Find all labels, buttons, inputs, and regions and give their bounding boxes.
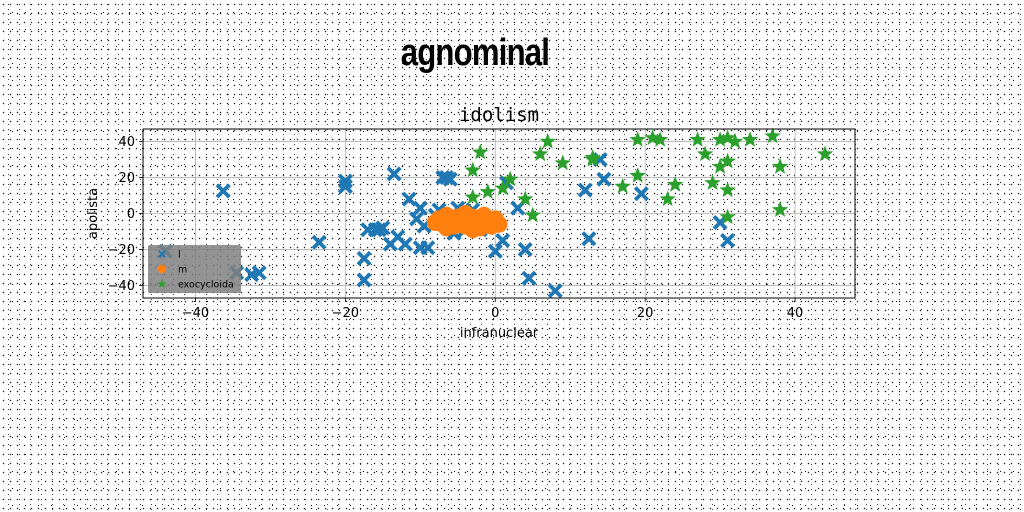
- data-point: [771, 158, 789, 174]
- series-exocycloida: [464, 127, 834, 225]
- data-point: [356, 272, 372, 288]
- legend-box: [148, 245, 241, 293]
- data-point: [502, 170, 519, 187]
- data-point: [517, 242, 533, 257]
- data-point: [487, 243, 503, 259]
- data-point: [397, 236, 413, 252]
- data-point: [719, 152, 736, 169]
- data-point: [726, 133, 744, 149]
- data-point: [696, 145, 714, 162]
- data-point: [764, 127, 781, 144]
- data-point: [464, 221, 482, 239]
- data-point: [771, 201, 789, 217]
- legend-label: l: [178, 250, 181, 261]
- data-point: [472, 143, 489, 160]
- x-tick-label: −20: [332, 306, 359, 321]
- data-point: [614, 177, 631, 194]
- plot-frame: [142, 128, 856, 299]
- data-point: [711, 131, 729, 147]
- y-axis-label: apolista: [86, 188, 101, 239]
- figure-suptitle: agnominal: [400, 32, 550, 74]
- data-point: [629, 167, 646, 183]
- data-point: [581, 231, 597, 247]
- data-point: [719, 181, 736, 198]
- data-point: [215, 183, 231, 199]
- data-point: [464, 188, 481, 205]
- data-point: [386, 166, 402, 182]
- data-point: [464, 161, 481, 178]
- y-tick-label: 40: [118, 135, 135, 150]
- data-point: [547, 283, 563, 299]
- data-point: [356, 250, 372, 266]
- legend-marker: [157, 279, 167, 288]
- data-point: [711, 158, 729, 174]
- data-point: [479, 183, 496, 199]
- chart-title: idolism: [459, 104, 539, 126]
- series-m: [426, 205, 508, 239]
- data-point: [420, 240, 436, 256]
- legend-marker: [158, 250, 166, 258]
- y-tick-label: 20: [118, 171, 135, 186]
- legend: lm exocycloida: [148, 245, 241, 293]
- x-tick-label: 40: [787, 306, 804, 321]
- data-point: [426, 213, 444, 231]
- data-point: [659, 190, 676, 207]
- data-point: [712, 215, 728, 230]
- data-point: [741, 131, 759, 147]
- legend-label: exocycloida: [178, 280, 234, 291]
- data-point: [490, 215, 508, 233]
- data-point: [719, 129, 736, 145]
- data-point: [719, 208, 736, 225]
- legend-marker: [157, 264, 167, 274]
- x-tick-label: 20: [637, 306, 654, 321]
- data-point: [495, 233, 511, 248]
- data-point: [704, 174, 721, 190]
- data-point: [375, 220, 391, 236]
- data-point: [633, 186, 649, 202]
- y-tick-label: 0: [127, 207, 135, 222]
- data-point: [251, 265, 267, 281]
- data-point: [532, 145, 549, 162]
- legend-label: m: [178, 265, 187, 276]
- data-point: [666, 176, 684, 192]
- data-point: [596, 171, 612, 187]
- data-point: [689, 131, 706, 147]
- data-point: [311, 234, 327, 250]
- data-point: [629, 131, 646, 147]
- data-point: [494, 179, 511, 196]
- data-point: [577, 182, 593, 198]
- data-point: [524, 206, 541, 223]
- data-point: [521, 270, 537, 286]
- data-point: [816, 145, 834, 162]
- data-point: [539, 133, 556, 149]
- data-point: [401, 191, 417, 207]
- data-point: [554, 154, 571, 171]
- x-tick-label: 0: [491, 306, 499, 321]
- axis-ticks: −40 −20 0 20 40 −40 −20 0 20 40: [108, 135, 804, 321]
- data-point: [584, 150, 601, 167]
- data-point: [517, 190, 534, 207]
- x-axis-label: infranuclear: [460, 326, 539, 341]
- data-point: [720, 233, 736, 248]
- x-tick-label: −40: [182, 306, 209, 321]
- data-point: [651, 131, 669, 147]
- data-point: [412, 200, 428, 216]
- y-tick-label: −20: [108, 243, 135, 258]
- data-point: [337, 173, 353, 189]
- y-tick-label: −40: [108, 279, 135, 294]
- data-point: [442, 171, 458, 187]
